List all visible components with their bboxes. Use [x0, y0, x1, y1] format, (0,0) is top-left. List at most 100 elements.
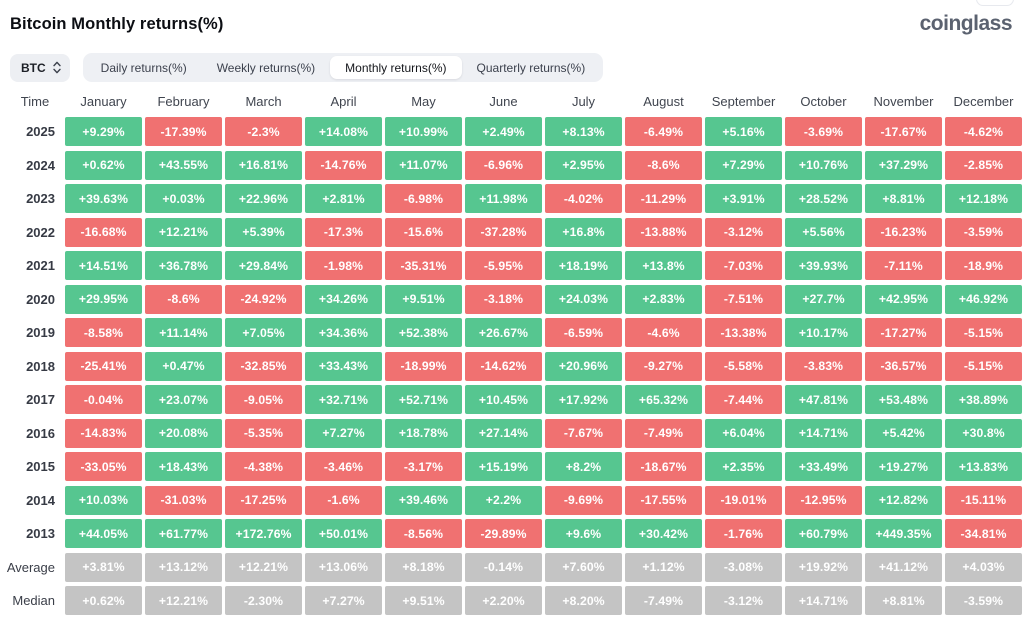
- return-cell: +53.48%: [865, 385, 942, 414]
- month-header-january: January: [80, 94, 127, 109]
- month-header-july: July: [571, 94, 596, 109]
- return-cell: +8.13%: [545, 117, 622, 146]
- return-cell: -17.25%: [225, 485, 302, 515]
- return-cell: +13.8%: [625, 251, 702, 280]
- return-cell: -14.62%: [465, 351, 542, 381]
- tab-quarterly-returns[interactable]: Quarterly returns(%): [462, 56, 601, 79]
- return-cell: +39.93%: [785, 251, 862, 280]
- page-title: Bitcoin Monthly returns(%): [10, 14, 224, 33]
- month-header-april: April: [330, 94, 357, 109]
- tab-monthly-returns[interactable]: Monthly returns(%): [330, 56, 462, 79]
- return-cell: -6.96%: [465, 150, 542, 180]
- controls-bar: BTC Daily returns(%) Weekly returns(%) Mon…: [10, 53, 1024, 82]
- return-cell: -8.58%: [65, 318, 142, 347]
- return-cell: -7.49%: [625, 418, 702, 448]
- return-cell: +34.26%: [305, 284, 382, 314]
- row-label-2019: 2019: [26, 325, 55, 340]
- returns-table: 2025 +9.29% -17.39% -2.3% +14.08% +10.99% +2.4…: [0, 117, 1024, 615]
- return-cell: -17.39%: [145, 117, 222, 146]
- return-cell: +11.07%: [385, 150, 462, 180]
- month-header-november: November: [873, 94, 934, 109]
- return-cell: -0.14%: [465, 552, 542, 582]
- return-cell: +12.18%: [945, 184, 1022, 213]
- return-cell: -3.46%: [305, 452, 382, 481]
- return-cell: +2.2%: [465, 485, 542, 515]
- row-label-2020: 2020: [26, 291, 55, 307]
- return-cell: +12.21%: [225, 552, 302, 582]
- return-cell: +61.77%: [145, 519, 222, 548]
- return-cell: +26.67%: [465, 318, 542, 347]
- return-cell: -14.76%: [305, 150, 382, 180]
- return-cell: +29.95%: [65, 284, 142, 314]
- return-cell: +13.06%: [305, 552, 382, 582]
- updown-chevron-icon: [52, 61, 61, 74]
- return-cell: +50.01%: [305, 519, 382, 548]
- return-cell: -18.9%: [945, 251, 1022, 280]
- return-cell: +22.96%: [225, 184, 302, 213]
- return-cell: +2.20%: [465, 586, 542, 615]
- return-cell: +42.95%: [865, 284, 942, 314]
- return-cell: +1.12%: [625, 552, 702, 582]
- return-cell: +7.29%: [705, 150, 782, 180]
- return-cell: +39.63%: [65, 184, 142, 213]
- return-cell: +10.17%: [785, 318, 862, 347]
- return-cell: +13.12%: [145, 552, 222, 582]
- return-cell: -7.51%: [705, 284, 782, 314]
- return-cell: +0.03%: [145, 184, 222, 213]
- return-cell: +27.7%: [785, 284, 862, 314]
- return-cell: +38.89%: [945, 385, 1022, 414]
- return-cell: -8.6%: [625, 150, 702, 180]
- month-header-may: May: [411, 94, 436, 109]
- return-cell: -8.6%: [145, 284, 222, 314]
- return-cell: +8.2%: [545, 452, 622, 481]
- return-cell: +47.81%: [785, 385, 862, 414]
- return-cell: +0.62%: [65, 586, 142, 615]
- month-header-march: March: [245, 94, 282, 109]
- return-cell: +11.98%: [465, 184, 542, 213]
- return-cell: +27.14%: [465, 418, 542, 448]
- return-cell: +34.36%: [305, 318, 382, 347]
- return-cell: +6.04%: [705, 418, 782, 448]
- return-cell: -3.08%: [705, 552, 782, 582]
- return-cell: +9.6%: [545, 519, 622, 548]
- return-cell: +52.38%: [385, 318, 462, 347]
- return-cell: -5.35%: [225, 418, 302, 448]
- return-cell: -4.38%: [225, 452, 302, 481]
- tab-daily-returns[interactable]: Daily returns(%): [86, 56, 202, 79]
- cropped-corner-button: [976, 0, 1014, 6]
- return-cell: +41.12%: [865, 552, 942, 582]
- return-cell: -3.83%: [785, 351, 862, 381]
- return-cell: +36.78%: [145, 251, 222, 280]
- return-cell: +16.8%: [545, 217, 622, 247]
- return-cell: +8.20%: [545, 586, 622, 615]
- return-cell: +3.91%: [705, 184, 782, 213]
- return-cell: -6.49%: [625, 117, 702, 146]
- return-cell: +2.83%: [625, 284, 702, 314]
- month-header-february: February: [157, 94, 210, 109]
- month-header-row: Time January February March April May June July…: [0, 92, 1024, 110]
- time-column-header: Time: [20, 94, 50, 109]
- return-cell: -15.11%: [945, 485, 1022, 515]
- return-cell: +8.18%: [385, 552, 462, 582]
- month-header-october: October: [800, 94, 847, 109]
- return-cell: -9.69%: [545, 485, 622, 515]
- return-cell: +17.92%: [545, 385, 622, 414]
- return-cell: +19.27%: [865, 452, 942, 481]
- month-header-june: June: [489, 94, 518, 109]
- return-cell: -5.15%: [945, 351, 1022, 381]
- coinglass-logo: coinglass: [919, 12, 1013, 35]
- coin-selector[interactable]: BTC: [10, 53, 70, 82]
- return-cell: +18.78%: [385, 418, 462, 448]
- return-cell: +14.71%: [785, 418, 862, 448]
- return-cell: +13.83%: [945, 452, 1022, 481]
- return-cell: -7.11%: [865, 251, 942, 280]
- return-cell: -1.6%: [305, 485, 382, 515]
- return-cell: -0.04%: [65, 385, 142, 414]
- return-cell: -7.67%: [545, 418, 622, 448]
- return-cell: +10.99%: [385, 117, 462, 146]
- tab-weekly-returns[interactable]: Weekly returns(%): [202, 56, 330, 79]
- return-cell: -5.95%: [465, 251, 542, 280]
- return-cell: +15.19%: [465, 452, 542, 481]
- return-cell: +65.32%: [625, 385, 702, 414]
